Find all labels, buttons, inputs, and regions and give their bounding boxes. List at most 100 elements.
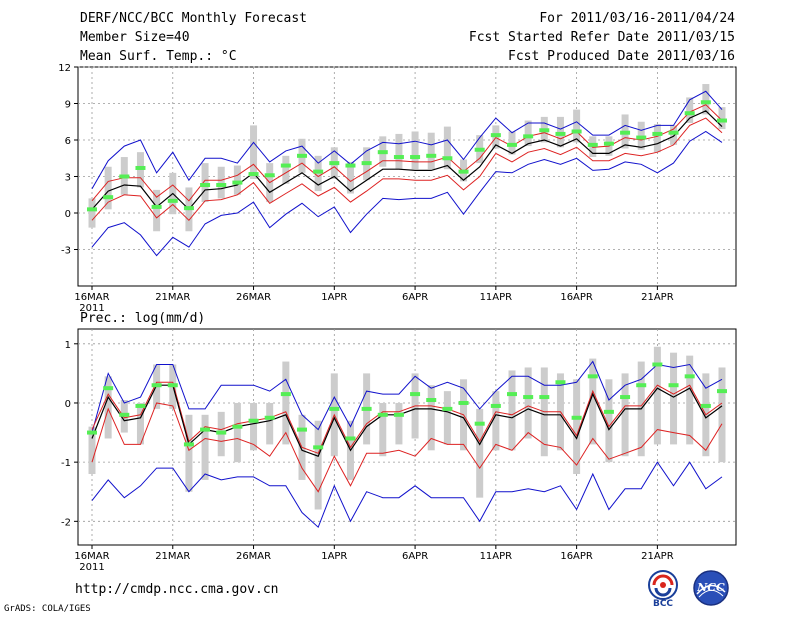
prec-spread-bar bbox=[476, 408, 484, 498]
prec-spread-bar bbox=[573, 379, 581, 474]
prec-median-marker bbox=[151, 383, 162, 388]
temp-spread-bar bbox=[411, 131, 419, 170]
temp-median-marker bbox=[717, 118, 727, 123]
temp-median-marker bbox=[183, 206, 194, 211]
prec-spread-bar bbox=[670, 352, 678, 445]
temp-ytick-label: 3 bbox=[65, 173, 71, 184]
temp-max-line bbox=[91, 90, 723, 189]
temp-median-marker bbox=[345, 163, 356, 168]
ncc-logo-text: NCC bbox=[696, 581, 725, 594]
temp-median-marker bbox=[313, 169, 324, 174]
temp-median-marker bbox=[474, 147, 485, 152]
prec-median-marker bbox=[571, 415, 582, 420]
prec-ytick-label: 0 bbox=[65, 399, 71, 410]
prec-median-marker bbox=[87, 430, 97, 435]
temp-median-marker bbox=[248, 172, 259, 177]
temp-xtick-label: 21APR bbox=[641, 292, 674, 303]
temp-median-marker bbox=[87, 207, 97, 212]
prec-median-marker bbox=[426, 398, 437, 403]
temp-median-marker bbox=[507, 142, 517, 147]
prec-ytick-label: -1 bbox=[61, 458, 71, 469]
temp-spread-bar bbox=[670, 125, 678, 145]
temp-median-marker bbox=[668, 130, 679, 135]
temp-median-marker bbox=[167, 198, 178, 203]
temp-xtick-label: 16MAR bbox=[74, 292, 109, 303]
prec-median-marker bbox=[717, 389, 727, 394]
temp-median-marker bbox=[603, 141, 614, 146]
prec-median-marker bbox=[523, 395, 534, 400]
temp-median-marker bbox=[361, 161, 372, 166]
prec-median-marker bbox=[539, 395, 550, 400]
source-url[interactable]: http://cmdp.ncc.cma.gov.cn bbox=[75, 582, 279, 597]
prec-xtick-label: 21MAR bbox=[155, 551, 190, 562]
prec-median-marker bbox=[103, 386, 114, 391]
temp-median-marker bbox=[200, 183, 211, 188]
prec-spread-bar bbox=[443, 391, 451, 445]
prec-median-marker bbox=[684, 374, 695, 379]
prec-median-marker bbox=[442, 406, 453, 411]
temp-median-marker bbox=[458, 169, 469, 174]
prec-ytick-label: -2 bbox=[61, 517, 71, 528]
prec-median-marker bbox=[297, 427, 307, 432]
temp-mean-line bbox=[91, 110, 723, 211]
prec-median-marker bbox=[329, 406, 340, 411]
prec-median-marker bbox=[377, 412, 388, 417]
prec-spread-bar bbox=[492, 391, 500, 451]
prec-mean-line bbox=[91, 384, 723, 457]
prec-spread-bar bbox=[185, 414, 193, 492]
prec-median-marker bbox=[555, 380, 566, 385]
prec-spread-bar bbox=[104, 376, 112, 439]
prec-median-marker bbox=[636, 383, 647, 388]
precipitation-chart: Prec.: log(mm/d) 1 0 -1 -2 16MAR 21MAR 26MAR 1AP… bbox=[61, 311, 737, 573]
forecast-produced-label: Fcst Produced Date 2011/03/16 bbox=[508, 49, 735, 64]
prec-median-marker bbox=[264, 415, 275, 420]
temp-median-marker bbox=[620, 130, 631, 135]
chart-title: DERF/NCC/BCC Monthly Forecast bbox=[80, 11, 307, 26]
temp-median-marker bbox=[377, 150, 388, 155]
temp-spread-bar bbox=[573, 109, 581, 143]
prec-median-marker bbox=[200, 427, 211, 432]
prec-spread-bar bbox=[686, 355, 694, 445]
temp-median-marker bbox=[232, 180, 243, 185]
prec-median-marker bbox=[458, 400, 469, 405]
temp-xtick-label: 6APR bbox=[402, 292, 428, 303]
prec-xtick-label: 1APR bbox=[321, 551, 347, 562]
temp-xtick-label: 1APR bbox=[321, 292, 347, 303]
prec-median-marker bbox=[248, 418, 259, 423]
temperature-chart: 12 9 6 3 0 -3 16MAR 21MAR 26MAR 1APR 6APR 11APR 16AP… bbox=[58, 63, 737, 314]
temp-median-marker bbox=[393, 155, 404, 160]
variable-label: Mean Surf. Temp.: °C bbox=[80, 49, 237, 64]
prec-median-marker bbox=[620, 395, 631, 400]
prec-median-marker bbox=[700, 403, 711, 408]
temp-spread-bar bbox=[653, 124, 661, 153]
temp-upper-std-line bbox=[91, 104, 723, 202]
temp-year-label: 2011 bbox=[79, 303, 104, 314]
member-size-label: Member Size=40 bbox=[80, 30, 190, 45]
temp-ytick-label: 12 bbox=[58, 63, 71, 74]
prec-median-marker bbox=[313, 445, 324, 450]
prec-spread-bar bbox=[605, 379, 613, 463]
prec-panel-title: Prec.: log(mm/d) bbox=[80, 311, 205, 326]
temp-spread-bar bbox=[88, 198, 96, 228]
forecast-period-label: For 2011/03/16-2011/04/24 bbox=[539, 11, 735, 26]
prec-spread-bar bbox=[136, 402, 144, 445]
temp-min-line bbox=[91, 130, 723, 257]
prec-spread-bar bbox=[508, 370, 516, 451]
temp-lower-std-line bbox=[91, 117, 723, 222]
prec-median-marker bbox=[119, 412, 130, 417]
ncc-logo: NCC bbox=[693, 570, 729, 606]
prec-ytick-label: 1 bbox=[65, 340, 71, 351]
temp-spread-bar bbox=[702, 84, 710, 115]
temp-spread-bar bbox=[427, 132, 435, 170]
prec-spread-bar bbox=[524, 367, 532, 439]
prec-spread-bar bbox=[621, 373, 629, 457]
temp-median-marker bbox=[410, 155, 421, 160]
prec-spread-bar bbox=[395, 402, 403, 445]
prec-spread-bar bbox=[88, 426, 96, 474]
temp-ytick-label: 9 bbox=[65, 100, 71, 111]
prec-median-marker bbox=[361, 406, 372, 411]
temp-spread-bar bbox=[233, 165, 241, 195]
prec-median-marker bbox=[280, 392, 291, 397]
temp-median-marker bbox=[555, 131, 566, 136]
temp-spread-bar bbox=[250, 125, 258, 179]
